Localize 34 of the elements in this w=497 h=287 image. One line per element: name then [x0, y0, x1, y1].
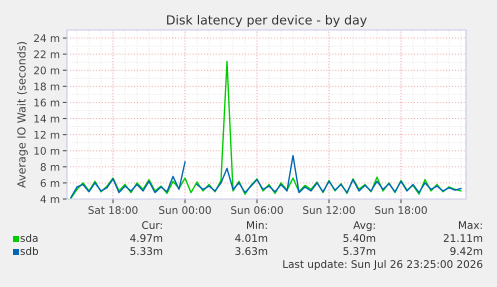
text: Last update: Sun Jul 26 23:25:00 2026 — [283, 260, 482, 270]
y-tick-label: 20 m — [34, 66, 60, 74]
text: 4.01m — [235, 234, 268, 242]
text: 5.33m — [130, 247, 162, 256]
text: 21.11m — [444, 234, 482, 242]
y-tick-label: 8 m — [40, 163, 60, 171]
text: Min: — [247, 220, 267, 229]
text: 5.37m — [343, 247, 376, 256]
chart-title: Disk latency per device - by day — [167, 14, 367, 28]
y-tick-label: 10 m — [34, 146, 60, 155]
y-tick-label: 24 m — [34, 34, 60, 42]
line-series — [70, 60, 462, 199]
x-tick-label: Sun 06:00 — [231, 206, 283, 214]
text: 3.63m — [235, 247, 268, 256]
x-tick-label: Sun 00:00 — [159, 206, 211, 214]
y-tick-label: 6 m — [40, 179, 60, 188]
y-axis-title: Average IO Wait (seconds) — [17, 42, 28, 188]
x-tick-label: Sat 18:00 — [88, 206, 138, 214]
y-tick-label: 18 m — [34, 82, 60, 90]
text: Max: — [458, 221, 482, 230]
text: 5.40m — [343, 234, 376, 242]
text: 9.42m — [450, 247, 482, 256]
y-tick-label: 14 m — [34, 114, 60, 122]
text: 4.97m — [130, 234, 162, 242]
y-tick-label: 16 m — [34, 98, 60, 107]
y-tick-label: 22 m — [34, 50, 60, 58]
text: Avg: — [353, 221, 375, 232]
x-tick-label: Sun 18:00 — [375, 206, 427, 214]
legend-label: sda — [20, 234, 38, 242]
y-tick-label: 12 m — [34, 130, 60, 139]
legend-label: sdb — [20, 246, 38, 256]
x-tick-label: Sun 12:00 — [303, 206, 355, 214]
text: Cur: — [142, 221, 162, 230]
y-tick-label: 4 m — [40, 195, 60, 203]
